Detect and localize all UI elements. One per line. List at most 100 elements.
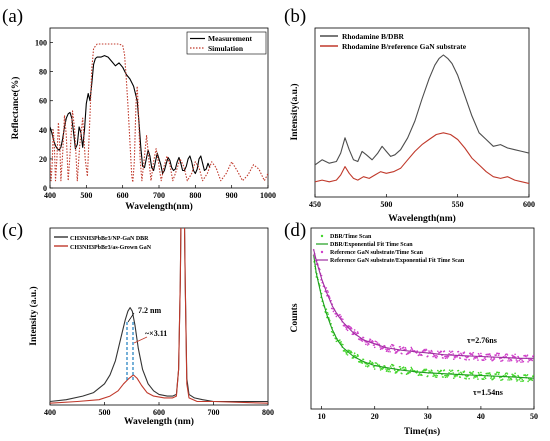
panel-d-series-2-marker <box>373 344 375 346</box>
panel-d-series-2-marker <box>507 360 509 362</box>
panel-c-fwhm-marks <box>126 312 148 382</box>
panel-d-series-0-marker <box>484 375 486 378</box>
panel-d-series-0-marker <box>484 377 487 380</box>
panel-d-series-0-marker <box>465 375 468 378</box>
panel-d-series-0-marker <box>373 366 375 368</box>
panel-d-series-0-marker <box>404 366 407 369</box>
panel-d-series-0-marker <box>483 378 485 381</box>
panel-b-xtick-label: 450 <box>309 200 321 209</box>
panel-b-frame <box>314 27 530 198</box>
panel-d-series-0-marker <box>368 365 370 367</box>
panel-d-series-0-marker <box>532 374 534 377</box>
panel-d-series-2-marker <box>446 357 449 359</box>
panel-d-series-1-line <box>313 255 534 379</box>
panel-a-xtick-label: 600 <box>117 191 129 200</box>
panel-b: (b) 450 500 550 600 Wavelength(nm) Intensit… <box>284 6 535 224</box>
panel-d-series-2-marker <box>381 347 384 350</box>
panel-d-series-0-marker <box>418 373 421 375</box>
panel-d-series-0-marker <box>459 376 462 378</box>
panel-c-series-1-line <box>50 228 268 404</box>
panel-d-series-0-marker <box>489 373 492 376</box>
panel-d-series-0-marker <box>432 375 434 378</box>
panel-d-xtick-label: 30 <box>424 412 432 421</box>
panel-d-series-0-marker <box>458 372 460 375</box>
panel-d-series-2-marker <box>510 359 513 362</box>
panel-c-annotation-ratio: ~×3.11 <box>145 329 167 338</box>
panel-d-series-2-marker <box>442 357 444 359</box>
panel-d-series-2-marker <box>521 359 524 362</box>
panel-d-series-2-marker <box>477 359 479 361</box>
panel-d-series-0-marker <box>497 373 500 375</box>
panel-d-series-0-marker <box>378 364 381 367</box>
panel-d-series-0-marker <box>446 376 449 378</box>
panel-c-xtick-label: 700 <box>208 408 220 417</box>
panel-d-series-2-marker <box>450 351 452 354</box>
panel-d-series-2-marker <box>531 359 534 362</box>
panel-d-series-2-marker <box>469 352 472 355</box>
panel-d-series-0-marker <box>471 373 474 375</box>
panel-d-series-0-marker <box>345 351 347 353</box>
panel-d-series-0-marker <box>421 374 423 377</box>
panel-d-series-0-marker <box>353 352 356 355</box>
panel-d-series-2-marker <box>432 355 434 358</box>
panel-a-ytick-label: 60 <box>39 97 47 106</box>
panel-d-series-2-marker <box>452 353 454 355</box>
panel-d-series-0-marker <box>492 378 495 380</box>
panel-d-series-0-marker <box>373 368 376 370</box>
panel-d-series-2-marker <box>366 341 368 344</box>
panel-d-legend: DBR/Time Scan DBR/Exponential Fit Time S… <box>316 234 465 264</box>
panel-d-series-0-marker <box>431 370 433 372</box>
panel-d-series-2-marker <box>402 346 405 349</box>
panel-d-series-2-marker <box>335 315 338 318</box>
panel-d-series-0-marker <box>474 376 477 378</box>
panel-d-series-2-marker <box>378 343 381 346</box>
panel-d-series-2-marker <box>458 353 460 355</box>
panel-d-series-0-marker <box>392 364 395 367</box>
panel-a-letter: (a) <box>2 6 23 27</box>
panel-d-series-0-marker <box>343 350 346 352</box>
panel-d-series-0-marker <box>465 378 467 380</box>
panel-d-series-2-marker <box>369 338 372 341</box>
panel-d-series-2-marker <box>484 358 487 361</box>
panel-d-series-2-marker <box>463 351 466 353</box>
panel-d-series-0-marker <box>325 308 328 311</box>
panel-d-series-0-marker <box>335 340 338 343</box>
panel-d-series-0-marker <box>457 369 460 372</box>
panel-d-series-0-marker <box>521 378 524 381</box>
panel-c-ylabel: Intensity (a.u.) <box>28 286 39 345</box>
panel-d-frame <box>310 227 535 410</box>
panel-d-series-0-marker <box>401 372 403 375</box>
panel-d-series-2-marker <box>478 354 480 356</box>
panel-d-series-0-marker <box>379 369 382 371</box>
panel-d-series-0-marker <box>388 368 391 371</box>
panel-d-series-2-marker <box>362 336 365 339</box>
panel-d-legend-swatch-dbr-scan <box>320 234 324 238</box>
panel-d-series-2-marker <box>421 354 423 357</box>
panel-d-series-2-marker <box>493 358 496 360</box>
panel-d-series-0-marker <box>389 370 391 373</box>
panel-d-series-0-marker <box>364 362 367 365</box>
panel-b-xtick-label: 500 <box>380 200 392 209</box>
panel-c-arrow-ratio <box>133 336 148 344</box>
panel-d-series-0-marker <box>448 369 451 371</box>
panel-b-xlabel: Wavelength(nm) <box>388 213 456 224</box>
panel-c-xlabel: Wavelength (nm) <box>124 416 194 427</box>
panel-d-series-0-marker <box>468 377 470 380</box>
panel-a-ylabel: Reflectance(%) <box>10 77 21 140</box>
panel-d-series-2-marker <box>488 353 491 355</box>
panel-d-series-0-marker <box>342 343 344 346</box>
panel-d-legend-ref-fit: Reference GaN substrate/Exponential Fit … <box>330 258 465 264</box>
panel-d-ylabel: Counts <box>290 303 300 332</box>
panel-a-xtick-label: 900 <box>226 191 238 200</box>
panel-d-legend-swatch-ref-scan <box>320 250 324 254</box>
panel-d-series-2-marker <box>365 343 367 346</box>
panel-d-series-2-marker <box>452 358 455 361</box>
panel-d-series-2-marker <box>497 354 500 356</box>
panel-d-series-0-marker <box>497 371 499 374</box>
panel-d-series-2-marker <box>410 346 413 349</box>
panel-d-series-2-marker <box>435 356 438 359</box>
panel-d-series-2-marker <box>409 349 412 351</box>
panel-a-ytick-label: 80 <box>39 68 47 77</box>
panel-a: (a) 400 500 600 700 800 900 1000 0 20 40 60 80 100 W… <box>2 6 276 212</box>
